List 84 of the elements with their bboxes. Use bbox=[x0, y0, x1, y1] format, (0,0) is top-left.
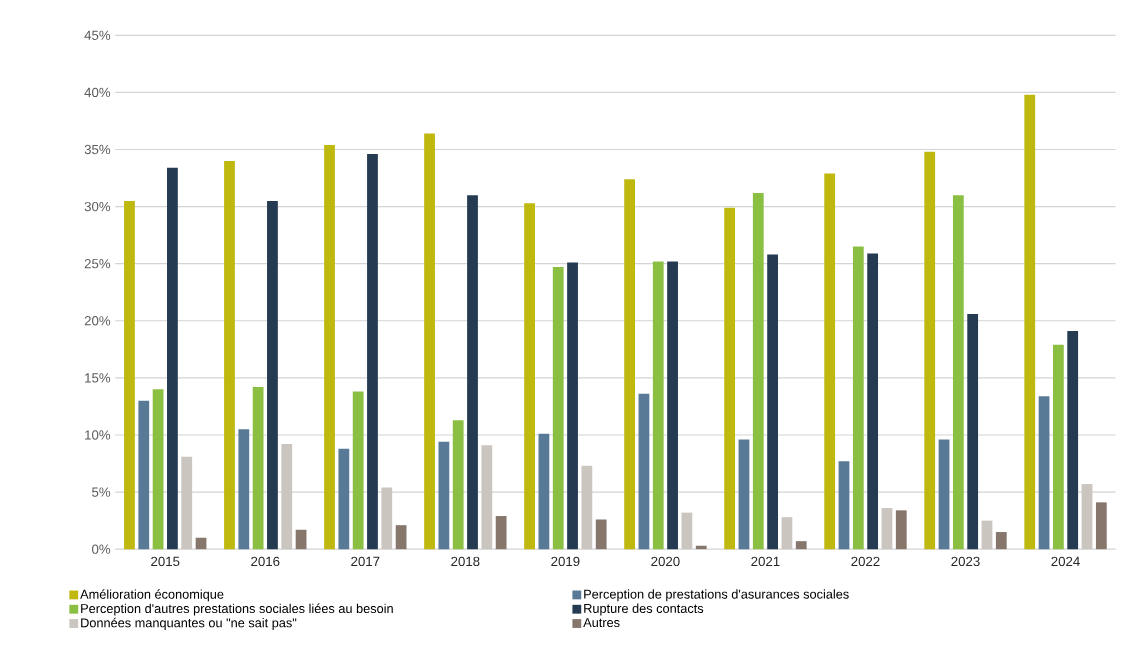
bar bbox=[638, 393, 650, 550]
bar bbox=[567, 262, 578, 550]
bar bbox=[895, 510, 907, 550]
bar bbox=[381, 487, 393, 550]
bar bbox=[738, 439, 750, 550]
y-tick-label: 35% bbox=[84, 144, 111, 155]
bar bbox=[595, 519, 607, 550]
bar bbox=[252, 387, 264, 550]
x-tick-label: 2020 bbox=[651, 556, 680, 567]
y-tick-label: 30% bbox=[84, 201, 111, 212]
y-tick-label: 10% bbox=[85, 430, 111, 440]
y-tick-label: 40% bbox=[84, 87, 111, 98]
bar bbox=[624, 179, 636, 550]
legend-label: Rupture des contacts bbox=[584, 603, 704, 616]
bar bbox=[167, 167, 178, 550]
bar bbox=[938, 439, 950, 550]
x-tick-label: 2019 bbox=[551, 556, 580, 567]
y-tick-label: 25% bbox=[84, 259, 111, 269]
bar bbox=[1067, 331, 1079, 550]
bar bbox=[367, 154, 378, 550]
bar bbox=[152, 389, 164, 550]
y-tick-label: 20% bbox=[84, 316, 111, 326]
bar bbox=[1024, 94, 1036, 550]
bar bbox=[538, 433, 550, 550]
bar bbox=[824, 173, 836, 550]
bar bbox=[395, 525, 407, 550]
bar bbox=[795, 541, 807, 550]
legend-label: Amélioration économique bbox=[80, 589, 224, 602]
bar bbox=[481, 445, 493, 550]
bar bbox=[781, 517, 793, 550]
bar bbox=[495, 516, 507, 550]
bar bbox=[552, 267, 564, 550]
x-tick-label: 2015 bbox=[151, 556, 180, 567]
bar bbox=[267, 200, 278, 550]
bar bbox=[924, 151, 936, 550]
bar bbox=[1038, 396, 1050, 550]
bar bbox=[281, 444, 293, 550]
bar bbox=[581, 465, 593, 550]
bar bbox=[838, 461, 850, 550]
bar bbox=[752, 192, 764, 550]
bar bbox=[995, 532, 1007, 550]
x-tick-label: 2021 bbox=[751, 556, 780, 567]
bar bbox=[138, 400, 150, 550]
bar bbox=[324, 145, 335, 550]
bar bbox=[767, 254, 778, 550]
bar bbox=[124, 200, 135, 550]
y-tick-label: 0% bbox=[92, 544, 111, 554]
bar bbox=[952, 195, 964, 550]
bar bbox=[852, 246, 864, 550]
y-tick-label: 45% bbox=[84, 30, 111, 41]
bar bbox=[438, 441, 450, 550]
legend-label: Autres bbox=[583, 618, 620, 628]
x-tick-label: 2018 bbox=[451, 556, 480, 567]
bar bbox=[224, 160, 235, 550]
x-tick-label: 2024 bbox=[1051, 556, 1080, 567]
bar bbox=[338, 448, 350, 550]
x-tick-label: 2022 bbox=[851, 556, 880, 567]
x-tick-label: 2016 bbox=[251, 556, 280, 567]
bar bbox=[524, 203, 535, 550]
x-tick-label: 2017 bbox=[351, 556, 380, 567]
y-tick-label: 15% bbox=[85, 373, 111, 383]
y-tick-label: 5% bbox=[92, 487, 111, 497]
bar bbox=[181, 456, 193, 550]
bar bbox=[652, 261, 664, 550]
bar bbox=[1081, 484, 1093, 550]
legend-label: Perception d'autres prestations sociales liées au besoin bbox=[81, 603, 393, 616]
bar bbox=[967, 314, 979, 550]
legend-label: Perception de prestations d'asurances sociales bbox=[584, 589, 849, 602]
bar bbox=[867, 253, 879, 550]
bar bbox=[681, 512, 693, 550]
bar bbox=[724, 207, 736, 550]
bar bbox=[452, 420, 464, 550]
bar bbox=[881, 508, 893, 550]
bar bbox=[1095, 502, 1107, 550]
bar bbox=[295, 529, 307, 550]
x-tick-label: 2023 bbox=[951, 556, 980, 567]
bar bbox=[352, 391, 364, 550]
bar bbox=[667, 261, 678, 550]
legend-label: Données manquantes ou "ne sait pas" bbox=[81, 617, 297, 630]
bar bbox=[981, 520, 993, 550]
bar bbox=[238, 429, 250, 550]
bar bbox=[1052, 344, 1064, 550]
bar bbox=[424, 133, 435, 550]
bar bbox=[467, 195, 478, 550]
